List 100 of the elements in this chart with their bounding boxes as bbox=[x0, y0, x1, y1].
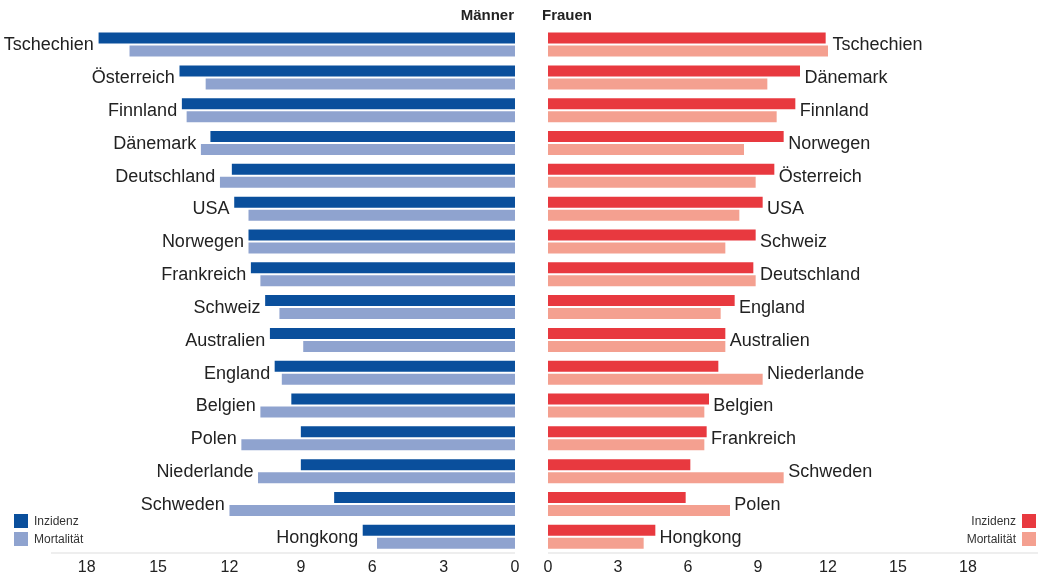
y-tick-label: Norwegen bbox=[161, 231, 244, 252]
y-tick-label: Dänemark bbox=[804, 67, 889, 88]
bar bbox=[548, 196, 763, 208]
bar bbox=[548, 209, 740, 221]
legend-label: Mortalität bbox=[966, 532, 1016, 546]
y-tick-label: Deutschland bbox=[115, 165, 216, 186]
bar bbox=[269, 327, 515, 339]
bar bbox=[548, 393, 709, 405]
bar bbox=[548, 504, 730, 516]
bar bbox=[210, 131, 515, 143]
bar bbox=[548, 524, 656, 536]
bar bbox=[231, 163, 515, 175]
y-tick-label: Norwegen bbox=[788, 132, 871, 153]
x-tick-label: 3 bbox=[439, 558, 449, 576]
bar bbox=[300, 426, 515, 438]
bar bbox=[300, 459, 515, 471]
bar bbox=[260, 406, 515, 418]
y-tick-label: Schweden bbox=[788, 460, 873, 481]
bar bbox=[548, 131, 784, 143]
bar bbox=[548, 439, 705, 451]
bar bbox=[229, 504, 515, 516]
y-tick-label: Australien bbox=[729, 329, 810, 350]
bar bbox=[548, 163, 775, 175]
y-tick-label: Hongkong bbox=[276, 526, 359, 547]
y-tick-label: USA bbox=[767, 198, 805, 219]
bar bbox=[548, 275, 756, 287]
bar bbox=[334, 491, 515, 503]
bar bbox=[548, 327, 726, 339]
y-tick-label: Dänemark bbox=[113, 132, 198, 153]
y-tick-label: Deutschland bbox=[760, 264, 861, 285]
y-tick-label: Niederlande bbox=[156, 460, 254, 481]
legend-label: Mortalität bbox=[34, 532, 84, 546]
x-tick-label: 12 bbox=[220, 558, 239, 576]
y-tick-label: Finnland bbox=[799, 100, 869, 121]
bar bbox=[303, 340, 515, 352]
x-tick-label: 6 bbox=[683, 558, 693, 576]
bar bbox=[548, 406, 705, 418]
bar bbox=[548, 537, 644, 549]
y-tick-label: Polen bbox=[190, 428, 237, 449]
bar bbox=[98, 32, 515, 44]
legend-label: Inzidenz bbox=[971, 514, 1016, 528]
y-tick-label: Schweiz bbox=[193, 296, 261, 317]
bar bbox=[362, 524, 515, 536]
y-tick-label: Schweden bbox=[140, 493, 225, 514]
bar bbox=[274, 360, 515, 372]
bar bbox=[291, 393, 515, 405]
bar bbox=[548, 472, 784, 484]
bar bbox=[376, 537, 515, 549]
x-tick-label: 9 bbox=[296, 558, 306, 576]
x-tick-label: 15 bbox=[149, 558, 168, 576]
x-tick-label: 0 bbox=[510, 558, 520, 576]
bar bbox=[219, 176, 515, 188]
bar bbox=[548, 111, 777, 123]
x-tick-label: 0 bbox=[543, 558, 553, 576]
bar bbox=[234, 196, 515, 208]
bar bbox=[548, 426, 707, 438]
x-tick-label: 15 bbox=[889, 558, 907, 576]
y-tick-label: Schweiz bbox=[760, 231, 828, 252]
y-tick-label: Frankreich bbox=[710, 428, 797, 449]
x-tick-label: 3 bbox=[613, 558, 623, 576]
chart-title: Männer bbox=[460, 6, 514, 23]
bar bbox=[548, 340, 726, 352]
y-tick-label: Niederlande bbox=[767, 362, 865, 383]
bar bbox=[258, 472, 515, 484]
bar bbox=[181, 98, 515, 110]
bar bbox=[129, 45, 515, 57]
y-tick-label: Österreich bbox=[91, 67, 175, 88]
bar bbox=[205, 78, 515, 90]
legend-label: Inzidenz bbox=[34, 514, 79, 528]
y-tick-label: England bbox=[204, 362, 271, 383]
y-tick-label: Hongkong bbox=[659, 526, 742, 547]
bar bbox=[186, 111, 515, 123]
y-tick-label: Frankreich bbox=[161, 264, 247, 285]
y-tick-label: England bbox=[739, 296, 806, 317]
bar bbox=[250, 262, 515, 274]
y-tick-label: Polen bbox=[734, 493, 781, 514]
bar bbox=[248, 229, 515, 241]
y-tick-label: USA bbox=[192, 198, 230, 219]
bar bbox=[548, 144, 744, 156]
x-tick-label: 9 bbox=[753, 558, 763, 576]
bar bbox=[248, 209, 515, 221]
bar bbox=[548, 176, 756, 188]
bar bbox=[260, 275, 515, 287]
bar bbox=[281, 373, 515, 385]
bar bbox=[548, 491, 686, 503]
bar bbox=[241, 439, 515, 451]
bar bbox=[548, 78, 768, 90]
bar bbox=[279, 308, 515, 320]
bar bbox=[548, 459, 691, 471]
x-tick-label: 12 bbox=[819, 558, 837, 576]
chart-title: Frauen bbox=[542, 6, 593, 23]
bar bbox=[548, 308, 721, 320]
bar bbox=[548, 65, 800, 77]
bar bbox=[248, 242, 515, 254]
bar bbox=[548, 295, 735, 307]
bar bbox=[265, 295, 515, 307]
bar bbox=[548, 45, 828, 57]
y-tick-label: Tschechien bbox=[832, 34, 923, 55]
x-tick-label: 18 bbox=[77, 558, 96, 576]
y-tick-label: Belgien bbox=[713, 395, 774, 416]
